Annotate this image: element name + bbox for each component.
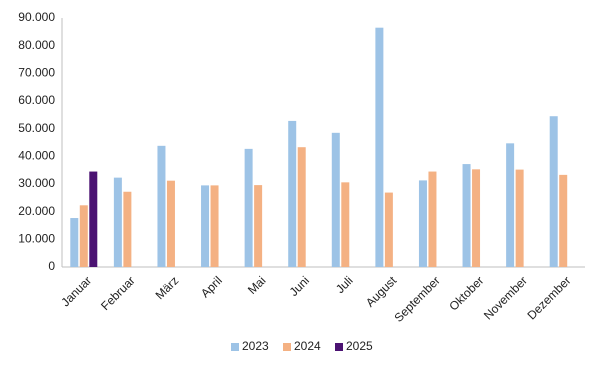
x-tick-label: Juni: [287, 273, 312, 298]
x-tick-label: Mai: [245, 273, 269, 297]
bar: [166, 180, 175, 267]
bar: [462, 164, 471, 267]
bar: [123, 191, 132, 267]
bar: [89, 171, 98, 267]
x-tick-label: März: [153, 273, 182, 302]
legend-swatch: [231, 343, 239, 351]
y-tick-label: 70.000: [18, 66, 55, 80]
bar: [559, 174, 568, 267]
bar: [506, 143, 515, 267]
y-tick-label: 80.000: [18, 38, 55, 52]
bar: [288, 120, 297, 267]
x-tick-label: Oktober: [446, 273, 486, 313]
bar: [549, 116, 558, 267]
x-tick-label: Dezember: [525, 273, 574, 322]
y-tick-label: 60.000: [18, 93, 55, 107]
bar: [375, 27, 384, 267]
x-tick-label: September: [391, 273, 442, 324]
x-tick-label: Juli: [333, 273, 356, 296]
legend-swatch: [335, 343, 343, 351]
y-tick-label: 40.000: [18, 149, 55, 163]
x-tick-label: Februar: [98, 273, 138, 313]
legend-label: 2024: [294, 339, 321, 353]
bar: [157, 145, 166, 267]
x-tick-label: November: [481, 273, 530, 322]
bar: [331, 132, 340, 267]
bar: [210, 185, 219, 267]
y-tick-label: 0: [48, 259, 55, 273]
legend-label: 2025: [346, 339, 373, 353]
y-tick-label: 10.000: [18, 232, 55, 246]
y-tick-label: 30.000: [18, 176, 55, 190]
bar: [79, 205, 88, 267]
bar: [418, 180, 427, 267]
bar: [201, 185, 210, 267]
legend-label: 2023: [242, 339, 269, 353]
bar: [341, 182, 350, 267]
x-tick-label: April: [198, 273, 225, 300]
y-tick-label: 20.000: [18, 204, 55, 218]
bar: [428, 171, 437, 267]
bar: [297, 147, 306, 267]
bar: [244, 148, 253, 267]
bar: [113, 177, 122, 267]
x-tick-label: Januar: [58, 273, 94, 309]
x-tick-label: August: [363, 273, 400, 310]
bar: [254, 185, 263, 267]
legend-swatch: [283, 343, 291, 351]
bar: [384, 192, 393, 267]
bar: [515, 169, 524, 267]
y-tick-label: 50.000: [18, 121, 55, 135]
y-tick-label: 90.000: [18, 10, 55, 24]
bar: [472, 169, 481, 267]
bar: [70, 218, 79, 267]
